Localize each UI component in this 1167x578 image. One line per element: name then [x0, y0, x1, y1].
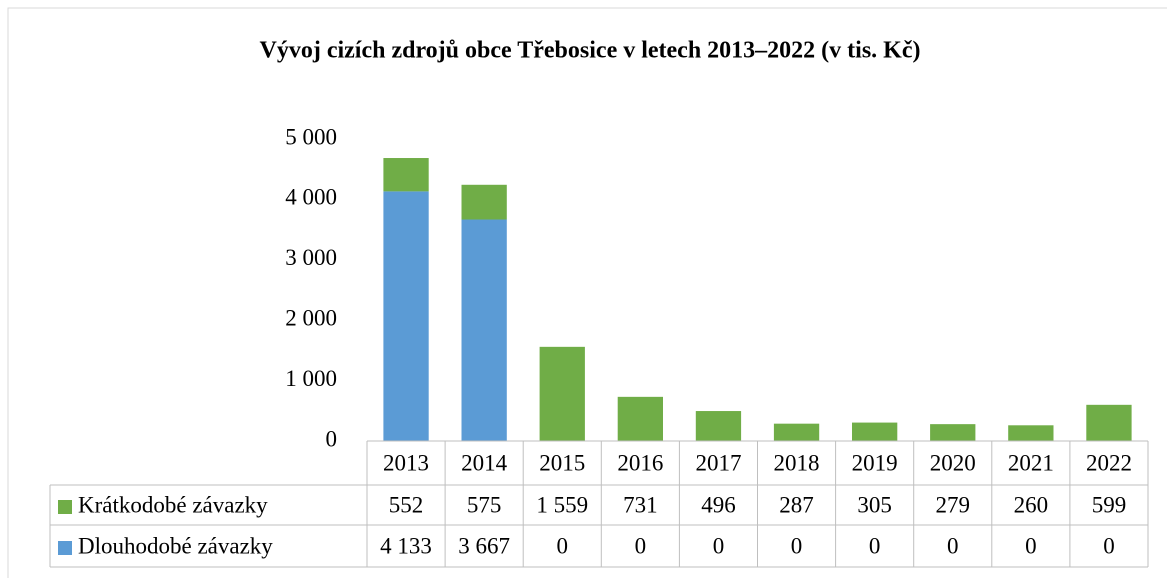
- y-tick-label: 1 000: [285, 366, 337, 391]
- y-tick-label: 5 000: [285, 124, 337, 149]
- bar: [617, 396, 663, 441]
- data-label: 552: [389, 492, 424, 517]
- data-label: 575: [467, 492, 502, 517]
- data-label: 599: [1092, 492, 1127, 517]
- x-tick-label: 2018: [774, 450, 820, 475]
- data-label: 0: [869, 533, 881, 558]
- bar: [1086, 404, 1132, 441]
- data-label: 305: [857, 492, 892, 517]
- x-tick-label: 2015: [539, 450, 585, 475]
- x-tick-label: 2017: [695, 450, 741, 475]
- y-tick-label: 3 000: [285, 245, 337, 270]
- x-tick-label: 2019: [852, 450, 898, 475]
- bar: [695, 411, 742, 441]
- bar: [852, 422, 898, 441]
- bar: [461, 184, 507, 220]
- chart-border: [7, 7, 1167, 578]
- y-tick-label: 2 000: [285, 305, 337, 330]
- data-label: 260: [1014, 492, 1049, 517]
- x-tick-label: 2013: [383, 450, 429, 475]
- data-label: 0: [557, 533, 569, 558]
- data-label: 0: [1025, 533, 1037, 558]
- data-label: 731: [623, 492, 658, 517]
- x-tick-label: 2022: [1086, 450, 1132, 475]
- x-tick-label: 2014: [461, 450, 508, 475]
- bar: [930, 424, 976, 441]
- legend-label: Dlouhodobé závazky: [78, 533, 273, 558]
- data-label: 1 559: [536, 492, 588, 517]
- data-label: 4 133: [380, 533, 432, 558]
- y-tick-label: 4 000: [285, 185, 337, 210]
- data-label: 3 667: [458, 533, 510, 558]
- x-tick-label: 2020: [930, 450, 976, 475]
- x-tick-label: 2016: [617, 450, 663, 475]
- y-tick-label: 0: [326, 426, 338, 451]
- bar: [461, 219, 507, 441]
- bar: [773, 423, 820, 441]
- bar: [383, 191, 429, 441]
- bar: [383, 158, 429, 192]
- x-tick-label: 2021: [1008, 450, 1054, 475]
- chart-title: Vývoj cizích zdrojů obce Třebosice v let…: [260, 38, 921, 64]
- data-label: 287: [779, 492, 814, 517]
- data-label: 496: [701, 492, 736, 517]
- legend-label: Krátkodobé závazky: [78, 492, 268, 517]
- data-label: 0: [1103, 533, 1115, 558]
- data-label: 0: [713, 533, 725, 558]
- bar: [1008, 425, 1054, 441]
- data-label: 0: [947, 533, 959, 558]
- bar: [539, 346, 585, 441]
- data-label: 0: [791, 533, 803, 558]
- data-label: 0: [635, 533, 647, 558]
- data-label: 279: [936, 492, 971, 517]
- legend-swatch: [58, 500, 72, 514]
- legend-swatch: [58, 541, 72, 555]
